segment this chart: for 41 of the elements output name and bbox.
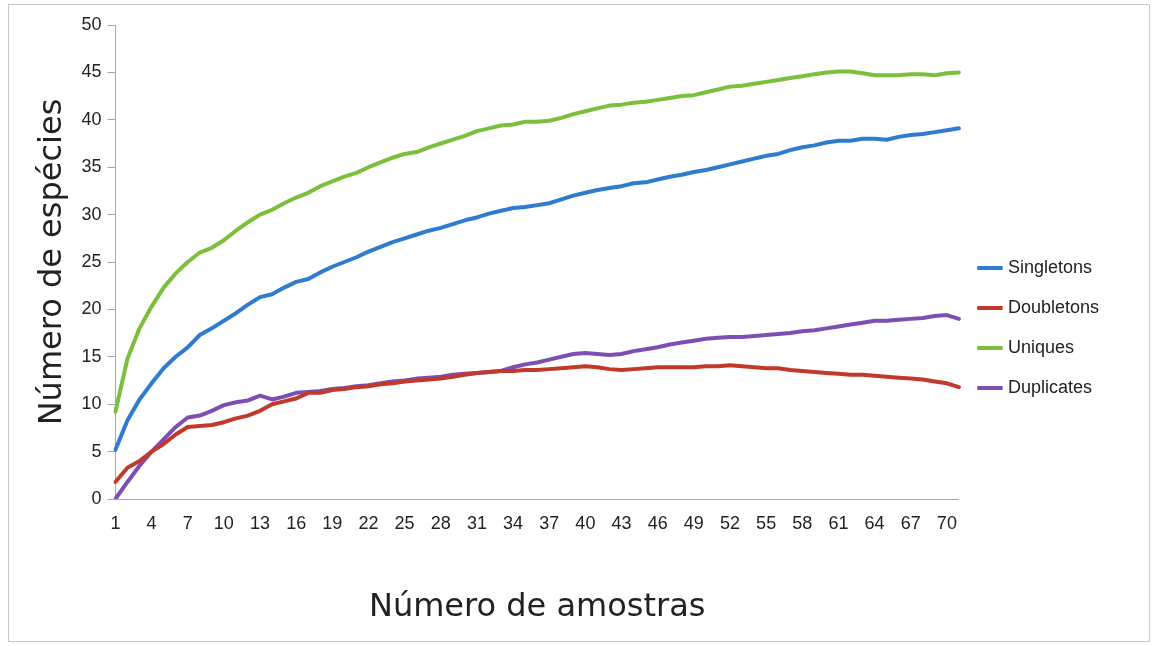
legend-label: Duplicates bbox=[1007, 376, 1092, 397]
x-tick-label: 55 bbox=[756, 512, 777, 533]
x-tick-label: 70 bbox=[936, 512, 957, 533]
x-tick-label: 34 bbox=[503, 512, 524, 533]
x-tick-label: 31 bbox=[466, 512, 487, 533]
x-axis-title: Número de amostras bbox=[368, 586, 706, 625]
y-tick-label: 30 bbox=[81, 203, 102, 224]
x-tick-label: 46 bbox=[647, 512, 668, 533]
y-tick-label: 35 bbox=[81, 156, 102, 177]
y-tick-label: 5 bbox=[91, 440, 102, 461]
x-tick-label: 25 bbox=[394, 512, 415, 533]
x-tick-label: 58 bbox=[792, 512, 813, 533]
x-tick-label: 64 bbox=[864, 512, 885, 533]
x-tick-label: 67 bbox=[900, 512, 921, 533]
x-tick-label: 52 bbox=[719, 512, 740, 533]
legend-label: Singletons bbox=[1007, 256, 1092, 277]
legend-label: Doubletons bbox=[1007, 296, 1100, 317]
x-tick-label: 7 bbox=[182, 512, 193, 533]
legend-label: Uniques bbox=[1007, 336, 1074, 357]
x-tick-label: 43 bbox=[611, 512, 632, 533]
x-tick-label: 13 bbox=[250, 512, 271, 533]
y-tick-label: 45 bbox=[81, 61, 102, 82]
y-tick-label: 20 bbox=[81, 298, 102, 319]
x-tick-label: 28 bbox=[430, 512, 451, 533]
x-tick-label: 49 bbox=[683, 512, 704, 533]
y-tick-label: 50 bbox=[81, 13, 102, 34]
x-tick-label: 22 bbox=[358, 512, 379, 533]
x-tick-label: 37 bbox=[539, 512, 560, 533]
y-axis-title: Número de espécies bbox=[30, 98, 69, 426]
x-tick-label: 10 bbox=[213, 512, 234, 533]
x-tick-label: 4 bbox=[146, 512, 157, 533]
x-tick-label: 61 bbox=[828, 512, 849, 533]
y-tick-label: 25 bbox=[81, 250, 102, 271]
x-tick-label: 40 bbox=[575, 512, 596, 533]
y-tick-label: 40 bbox=[81, 108, 102, 129]
x-tick-label: 19 bbox=[322, 512, 343, 533]
y-tick-label: 10 bbox=[81, 393, 102, 414]
x-tick-label: 1 bbox=[110, 512, 121, 533]
y-tick-label: 15 bbox=[81, 345, 102, 366]
x-tick-label: 16 bbox=[286, 512, 307, 533]
y-tick-label: 0 bbox=[91, 487, 102, 508]
